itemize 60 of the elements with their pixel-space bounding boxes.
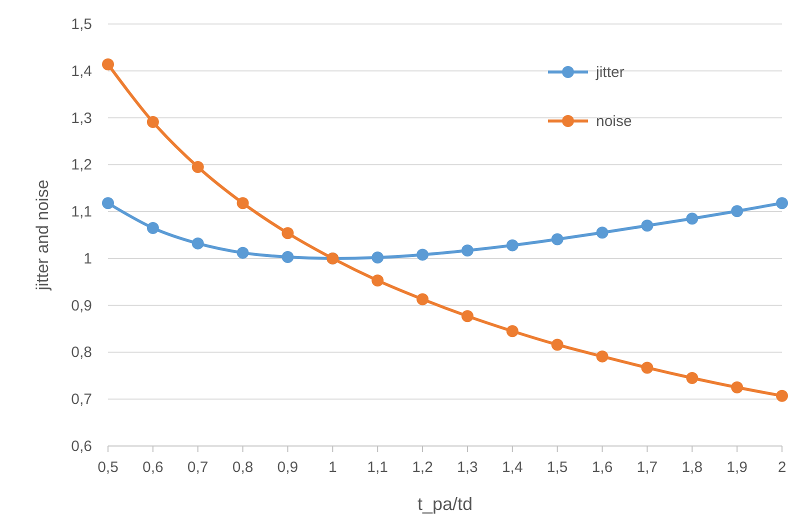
- point: [551, 338, 564, 351]
- point: [372, 252, 384, 264]
- x-tick-label: 1,5: [546, 459, 568, 476]
- y-axis-title: jitter and noise: [33, 180, 52, 292]
- point: [236, 197, 249, 210]
- point: [461, 310, 474, 322]
- x-axis-title: t_pa/td: [417, 494, 473, 514]
- x-tick-label: 1,6: [592, 459, 613, 476]
- point: [416, 293, 429, 306]
- point: [372, 274, 384, 286]
- point: [236, 246, 249, 259]
- point: [102, 58, 114, 70]
- y-tick-label: 0,6: [71, 438, 92, 455]
- point: [776, 197, 788, 210]
- point: [192, 161, 204, 174]
- y-tick-label: 1: [84, 250, 92, 268]
- y-tick-label: 1,3: [71, 110, 92, 127]
- point: [686, 212, 698, 225]
- point: [776, 390, 788, 402]
- y-tick-label: 1,5: [71, 16, 92, 33]
- point: [731, 381, 744, 394]
- point: [192, 237, 204, 250]
- y-tick-label: 0,7: [71, 391, 92, 408]
- legend-label: noise: [596, 113, 632, 130]
- point: [641, 362, 654, 374]
- x-tick-label: 0,5: [98, 459, 118, 476]
- x-tick-label: 1,9: [726, 459, 748, 476]
- x-tick-label: 1: [328, 459, 337, 476]
- x-tick-label: 0,8: [232, 459, 254, 476]
- point: [506, 325, 518, 338]
- y-tick-label: 1,2: [71, 156, 92, 174]
- legend-label: jitter: [595, 64, 624, 81]
- y-tick-label: 0,9: [71, 297, 92, 314]
- x-tick-label: 0,6: [142, 459, 164, 476]
- x-tick-label: 0,9: [277, 459, 298, 476]
- point: [282, 227, 294, 240]
- point: [282, 251, 294, 264]
- point: [596, 350, 608, 362]
- point: [551, 233, 564, 246]
- point: [146, 116, 159, 128]
- point: [506, 239, 518, 252]
- y-tick-label: 0,8: [71, 344, 92, 362]
- x-tick-label: 1,7: [636, 459, 658, 476]
- x-tick-label: 2: [778, 459, 786, 476]
- y-tick-label: 1,1: [71, 204, 92, 221]
- x-tick-label: 1,1: [367, 459, 388, 476]
- y-tick-label: 1,4: [71, 62, 92, 80]
- point: [416, 248, 429, 261]
- point: [102, 197, 114, 210]
- x-tick-label: 1,3: [457, 459, 478, 476]
- point: [731, 205, 744, 218]
- x-tick-label: 1,4: [502, 459, 523, 476]
- point: [146, 222, 159, 234]
- x-tick-label: 1,2: [412, 459, 433, 476]
- point: [596, 226, 608, 239]
- point: [641, 220, 654, 232]
- point: [461, 244, 474, 256]
- x-tick-label: 0,7: [187, 459, 208, 476]
- x-tick-label: 1,8: [682, 459, 703, 476]
- point: [686, 372, 698, 384]
